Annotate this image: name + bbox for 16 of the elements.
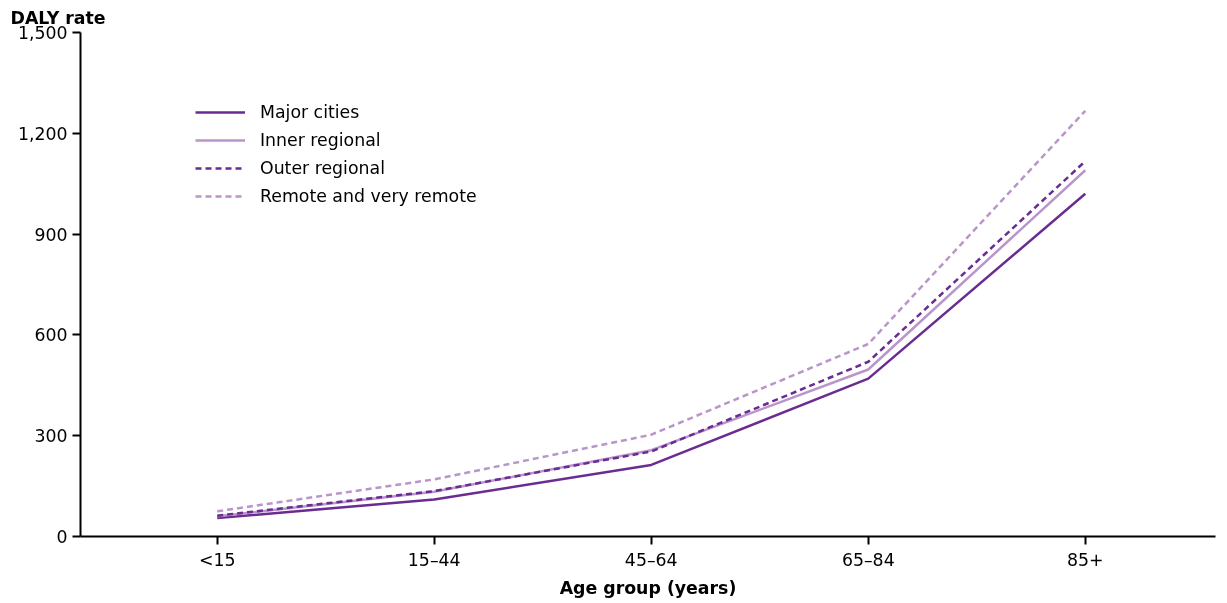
legend-label: Inner regional (260, 130, 381, 150)
x-tick-label: 15–44 (407, 549, 461, 570)
x-tick-label: 65–84 (841, 549, 895, 570)
legend-label: Outer regional (260, 158, 385, 178)
x-tick-label: 45–64 (624, 549, 678, 570)
x-tick-label: <15 (198, 549, 236, 570)
legend-label: Remote and very remote (260, 186, 477, 206)
y-tick-label: 1,200 (17, 123, 68, 144)
y-tick-label: 600 (34, 325, 68, 346)
x-tick-label: 85+ (1067, 549, 1104, 570)
y-tick-label: 300 (34, 426, 68, 447)
x-axis-title: Age group (years) (559, 577, 737, 598)
y-tick-label: 1,500 (17, 23, 68, 43)
y-tick-label: 900 (34, 224, 68, 245)
legend-label: Major cities (260, 102, 360, 122)
y-tick-label: 0 (56, 527, 68, 547)
